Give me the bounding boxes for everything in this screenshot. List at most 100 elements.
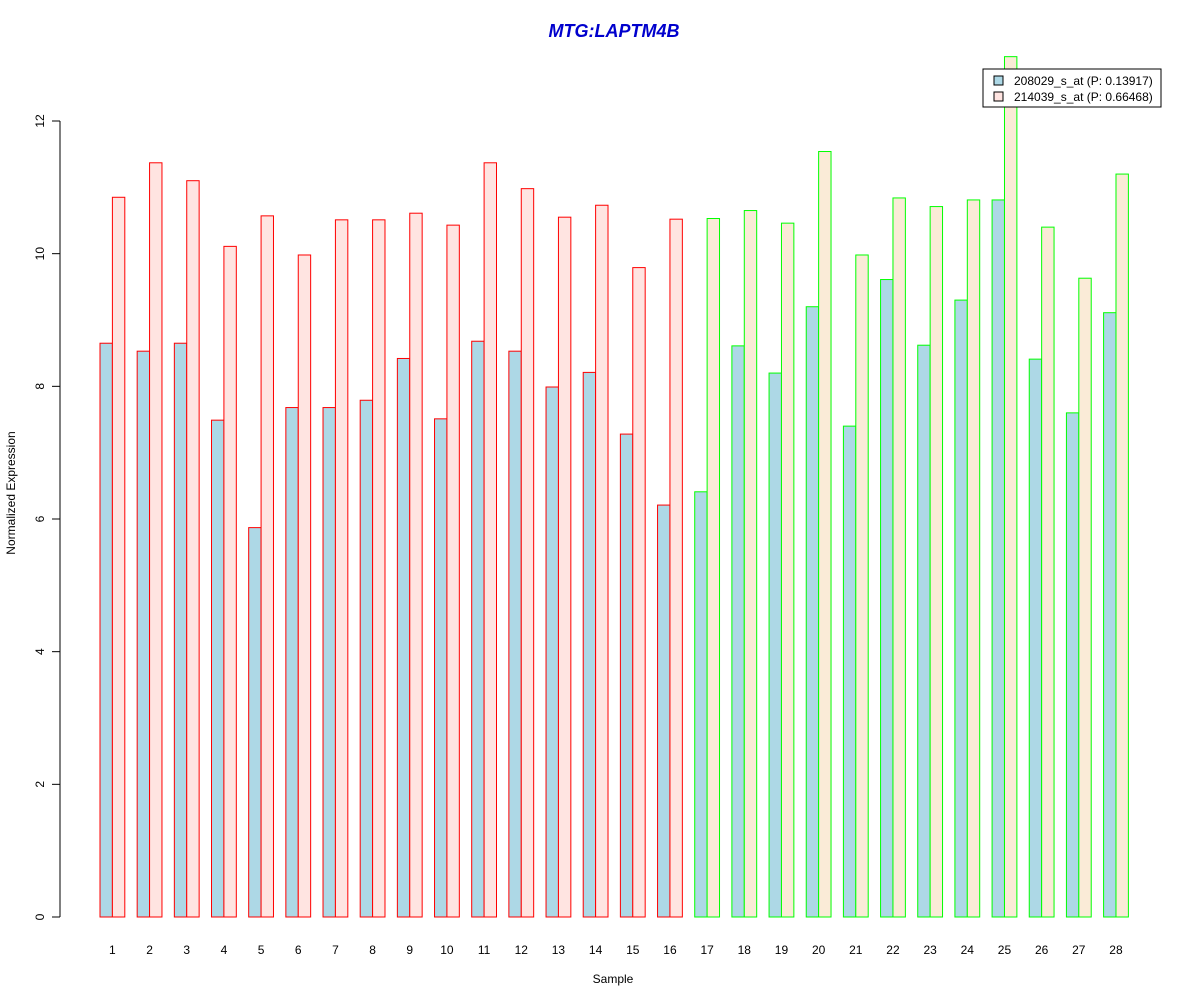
bar-208029-sample-24 xyxy=(954,299,968,918)
x-tick-label: 13 xyxy=(552,943,566,957)
bar-208029-sample-7 xyxy=(322,407,336,918)
legend-swatch xyxy=(993,91,1004,102)
bar-214039-sample-8 xyxy=(372,219,386,918)
bar-208029-sample-5 xyxy=(248,527,262,918)
chart-title: MTG:LAPTM4B xyxy=(549,21,680,41)
bar-208029-sample-4 xyxy=(211,419,225,918)
legend-label: 208029_s_at (P: 0.13917) xyxy=(1014,74,1153,88)
bar-208029-sample-19 xyxy=(768,372,782,918)
bar-214039-sample-28 xyxy=(1115,173,1129,918)
bar-214039-sample-17 xyxy=(706,218,721,918)
bar-208029-sample-25 xyxy=(991,199,1005,918)
x-tick-label: 24 xyxy=(961,943,975,957)
bar-214039-sample-6 xyxy=(297,254,312,918)
bar-208029-sample-10 xyxy=(434,418,448,918)
x-tick-label: 7 xyxy=(332,943,339,957)
x-tick-label: 19 xyxy=(775,943,789,957)
x-tick-label: 20 xyxy=(812,943,826,957)
bar-214039-sample-9 xyxy=(409,212,423,918)
bar-208029-sample-20 xyxy=(805,306,820,918)
bar-208029-sample-12 xyxy=(508,350,522,918)
x-axis-ticks: 1 2 3 4 5 6 7 8 9 10 11 12 13 14 15 16 17 18 19 20 21 22 23 24 2… xyxy=(109,943,1123,957)
x-tick-label: 22 xyxy=(886,943,900,957)
x-tick-label: 3 xyxy=(183,943,190,957)
bar-214039-sample-23 xyxy=(929,206,944,918)
bar-208029-sample-6 xyxy=(285,407,299,918)
bar-208029-sample-21 xyxy=(842,425,857,918)
x-tick-label: 28 xyxy=(1109,943,1123,957)
bar-208029-sample-17 xyxy=(694,491,708,918)
bars-group xyxy=(99,56,1129,918)
x-tick-label: 21 xyxy=(849,943,863,957)
legend-label: 214039_s_at (P: 0.66468) xyxy=(1014,90,1153,104)
bar-208029-sample-11 xyxy=(471,340,485,918)
y-tick-label: 6 xyxy=(33,515,47,522)
bar-214039-sample-13 xyxy=(557,216,572,918)
bar-214039-sample-11 xyxy=(483,162,498,918)
bar-208029-sample-27 xyxy=(1065,412,1080,918)
y-tick-label: 8 xyxy=(33,383,47,390)
bar-214039-sample-3 xyxy=(186,180,200,918)
bar-208029-sample-26 xyxy=(1028,358,1043,918)
bar-214039-sample-12 xyxy=(520,188,535,918)
bar-208029-sample-1 xyxy=(99,342,113,918)
x-tick-label: 14 xyxy=(589,943,603,957)
bar-214039-sample-5 xyxy=(260,215,274,918)
x-tick-label: 1 xyxy=(109,943,116,957)
bar-208029-sample-23 xyxy=(917,344,931,918)
bar-214039-sample-16 xyxy=(669,218,683,918)
bar-214039-sample-18 xyxy=(743,210,758,918)
y-tick-label: 12 xyxy=(33,114,47,128)
bar-208029-sample-15 xyxy=(619,433,634,918)
bar-214039-sample-20 xyxy=(818,151,832,918)
bar-208029-sample-18 xyxy=(731,345,745,918)
x-tick-label: 27 xyxy=(1072,943,1086,957)
x-tick-label: 9 xyxy=(406,943,413,957)
y-axis: 0 2 4 6 8 10 12 xyxy=(33,114,61,920)
legend-box xyxy=(982,68,1162,108)
x-tick-label: 25 xyxy=(998,943,1012,957)
bar-214039-sample-14 xyxy=(595,204,609,918)
y-tick-label: 0 xyxy=(33,913,47,920)
bar-214039-sample-25 xyxy=(1003,56,1018,918)
x-tick-label: 4 xyxy=(221,943,228,957)
x-tick-label: 18 xyxy=(738,943,752,957)
legend-swatch xyxy=(993,75,1004,86)
y-tick-label: 2 xyxy=(33,781,47,788)
bar-208029-sample-16 xyxy=(657,504,671,918)
x-tick-label: 26 xyxy=(1035,943,1049,957)
bar-214039-sample-15 xyxy=(632,267,646,918)
x-tick-label: 12 xyxy=(515,943,529,957)
bar-214039-sample-22 xyxy=(892,197,906,918)
bar-214039-sample-10 xyxy=(446,224,460,918)
x-tick-label: 6 xyxy=(295,943,302,957)
x-tick-label: 23 xyxy=(923,943,937,957)
x-tick-label: 16 xyxy=(663,943,677,957)
x-tick-label: 15 xyxy=(626,943,640,957)
x-tick-label: 17 xyxy=(700,943,714,957)
x-tick-label: 5 xyxy=(258,943,265,957)
bar-214039-sample-4 xyxy=(223,245,237,918)
x-tick-label: 10 xyxy=(440,943,454,957)
y-axis-label: Normalized Expression xyxy=(4,431,18,554)
bar-208029-sample-8 xyxy=(359,399,374,918)
bar-214039-sample-1 xyxy=(111,196,126,918)
bar-214039-sample-7 xyxy=(334,219,349,918)
bar-214039-sample-2 xyxy=(149,162,163,918)
bar-208029-sample-13 xyxy=(545,386,559,918)
bar-208029-sample-14 xyxy=(582,371,597,918)
x-tick-label: 8 xyxy=(369,943,376,957)
y-tick-label: 4 xyxy=(33,648,47,655)
bar-214039-sample-27 xyxy=(1078,277,1092,918)
bar-208029-sample-28 xyxy=(1103,312,1117,918)
x-tick-label: 11 xyxy=(478,943,491,957)
legend: 208029_s_at (P: 0.13917) 214039_s_at (P: … xyxy=(982,68,1162,108)
bar-208029-sample-22 xyxy=(880,279,894,918)
bar-214039-sample-24 xyxy=(966,199,981,918)
x-tick-label: 2 xyxy=(146,943,153,957)
y-tick-label: 10 xyxy=(33,247,47,261)
bar-208029-sample-3 xyxy=(173,342,188,918)
x-axis-label: Sample xyxy=(593,972,634,986)
bar-208029-sample-2 xyxy=(136,350,151,918)
